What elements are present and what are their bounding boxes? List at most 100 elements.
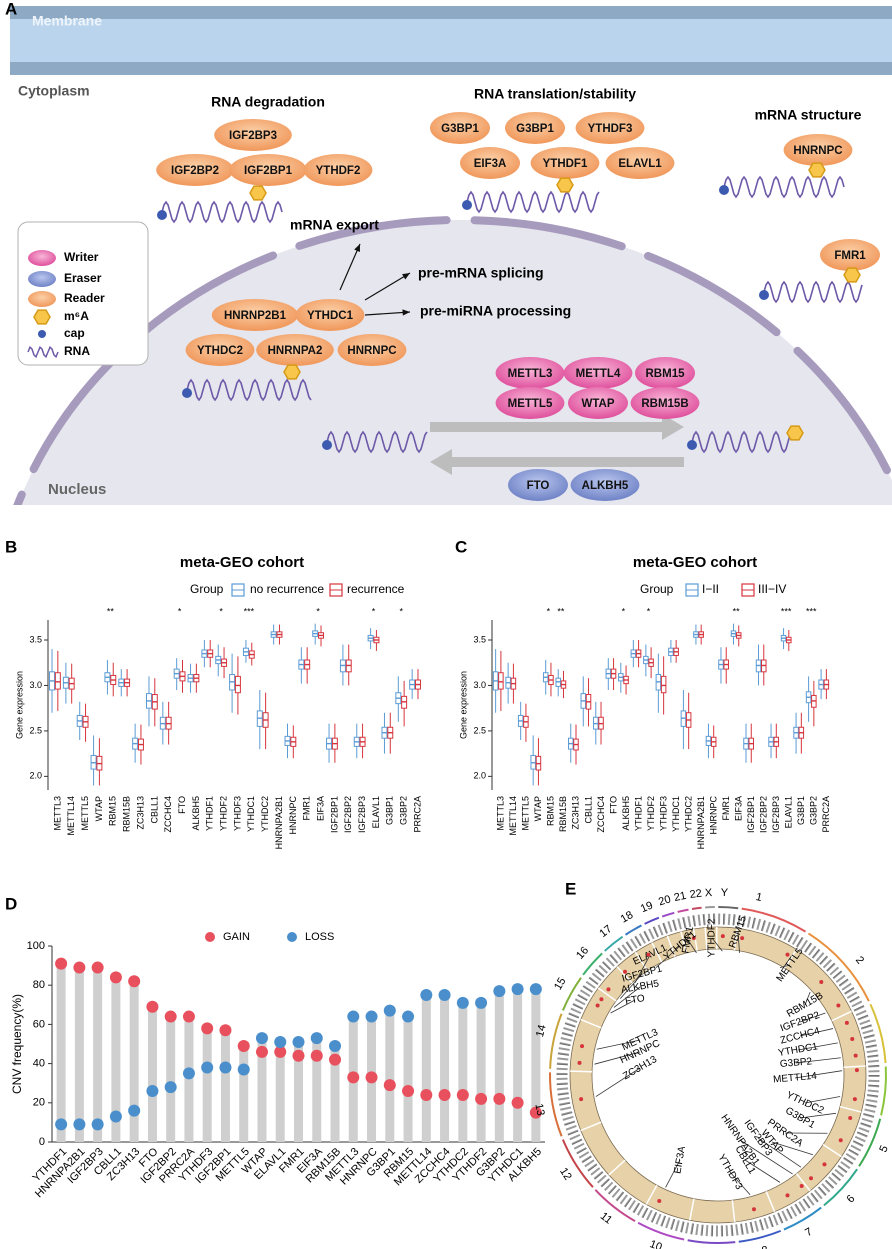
chromosome-band — [561, 977, 582, 1011]
dot — [219, 1024, 232, 1037]
chromosome-label: 11 — [598, 1210, 614, 1226]
gene-dot — [577, 1060, 582, 1065]
chromosome-label: 12 — [557, 1166, 574, 1183]
chromosome-divider — [608, 1159, 626, 1176]
rna — [763, 280, 863, 304]
chromosome-band — [738, 1229, 782, 1243]
writer-label: RBM15 — [646, 368, 686, 380]
dot — [182, 1067, 195, 1080]
significance: ** — [107, 606, 115, 616]
dot — [475, 1092, 488, 1105]
chromosome-divider — [692, 928, 698, 951]
dot — [109, 1110, 122, 1123]
dot — [219, 1061, 232, 1074]
dot — [255, 1032, 268, 1045]
panel-label: E — [565, 879, 576, 898]
reader-label: FMR1 — [834, 250, 866, 262]
reader-label: YTHDF2 — [316, 165, 361, 177]
x-tick-label: HNRNPA2B1 — [696, 796, 706, 849]
x-tick-label: HNRNPA2B1 — [274, 796, 284, 849]
reader — [337, 334, 407, 366]
gene-link — [739, 1139, 793, 1175]
writer — [563, 357, 633, 389]
dot — [128, 975, 141, 988]
y-tick-label: 2.0 — [29, 771, 42, 781]
x-tick-label: YTHDC1 — [246, 796, 256, 832]
dot — [237, 1039, 250, 1052]
gene-dot — [799, 1184, 804, 1189]
dot — [73, 1118, 86, 1131]
y-tick-label: 60 — [33, 1018, 45, 1030]
ideogram — [556, 913, 880, 1237]
chromosome-label: 13 — [532, 1103, 546, 1117]
dot — [402, 1085, 415, 1098]
gene-link — [737, 931, 740, 953]
gene-dot — [809, 1176, 814, 1181]
gene-link — [595, 1067, 641, 1097]
reader-label: IGF2BP2 — [171, 165, 219, 177]
y-tick-label: 2.5 — [473, 725, 486, 735]
chromosome-band — [549, 1072, 563, 1137]
dot — [456, 996, 469, 1009]
box — [234, 675, 241, 694]
significance: * — [647, 606, 651, 616]
legend-icon — [28, 271, 56, 287]
x-tick-label: PRRC2A — [412, 796, 422, 833]
significance: *** — [244, 606, 255, 616]
m6a — [249, 185, 267, 201]
gene-dot — [785, 1193, 790, 1198]
gene-dot — [853, 1053, 858, 1058]
legend-label: m⁶A — [64, 309, 89, 323]
significance: ** — [733, 606, 741, 616]
gene-link — [711, 937, 723, 952]
cap — [719, 185, 729, 195]
arrowhead — [402, 309, 410, 316]
cap — [322, 440, 332, 450]
chromosome-band — [869, 1003, 887, 1064]
chromosome-divider — [680, 931, 688, 954]
chromosome-divider — [843, 1065, 866, 1069]
gene-link — [797, 1042, 838, 1051]
m6a — [786, 425, 804, 441]
reader — [605, 147, 675, 179]
process-label: mRNA export — [290, 217, 379, 233]
arrow — [339, 243, 361, 291]
x-tick-label: FTO — [177, 796, 187, 814]
x-tick-label: METTL5 — [80, 796, 90, 831]
dot — [511, 983, 524, 996]
gene-dot — [819, 979, 824, 984]
panel-label: B — [5, 537, 17, 556]
cap — [759, 290, 769, 300]
chromosome-label: 22 — [689, 888, 703, 901]
nucleus — [13, 216, 892, 505]
dot — [420, 989, 433, 1001]
x-tick-label: YTHDC2 — [683, 796, 693, 832]
chromosome-label: 5 — [877, 1144, 890, 1154]
gene-label: YTHDF2 — [707, 918, 718, 957]
x-tick-label: ZCCHC4 — [596, 796, 606, 833]
dot — [493, 1092, 506, 1105]
nuclear-envelope — [13, 216, 892, 505]
chromosome-divider — [634, 951, 649, 971]
chromosome-label: 14 — [534, 1024, 549, 1039]
dot — [55, 1118, 68, 1131]
gene-link — [613, 986, 641, 1008]
membrane-outer — [10, 6, 892, 19]
legend-label: GAIN — [223, 931, 250, 943]
chromosome-label: 15 — [552, 976, 569, 993]
x-tick-label: RBM15B — [558, 796, 568, 832]
x-tick-label: YTHDF2 — [646, 796, 656, 831]
chromosome-divider — [689, 1198, 695, 1221]
x-tick-label: PRRC2A — [821, 796, 831, 833]
gene-dot — [580, 1044, 585, 1049]
chromosome-divider — [704, 927, 708, 950]
chromosome-band — [644, 916, 660, 925]
x-tick-label: WTAP — [533, 796, 543, 821]
y-tick-label: 3.5 — [29, 634, 42, 644]
eraser-label: FTO — [527, 480, 550, 492]
x-tick-label: IGF2BP1 — [329, 796, 339, 833]
x-tick-label: IGF2BP3 — [771, 796, 781, 833]
box — [54, 672, 61, 690]
group-title: RNA degradation — [211, 94, 325, 110]
chromosome-band — [604, 935, 624, 952]
